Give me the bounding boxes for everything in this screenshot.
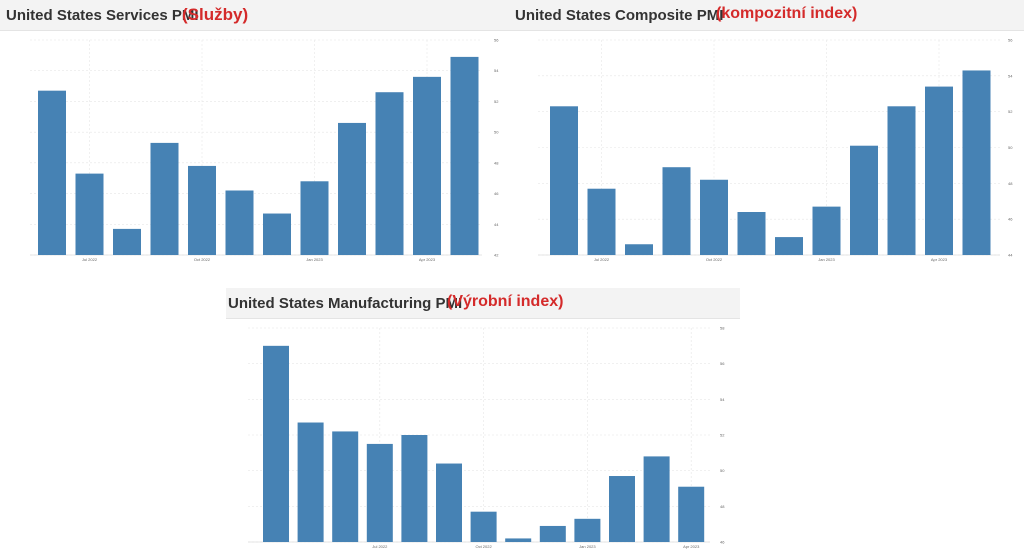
- x-tick-label: Apr 2023: [419, 257, 436, 262]
- bar: [850, 145, 878, 255]
- bar: [332, 431, 359, 542]
- bar: [338, 122, 366, 255]
- y-tick-label: 58: [720, 326, 725, 331]
- y-tick-label: 46: [1008, 217, 1013, 222]
- bar: [413, 76, 441, 255]
- bar: [297, 422, 324, 542]
- services-pmi-annotation: (Služby): [182, 5, 249, 24]
- y-tick-label: 52: [720, 433, 725, 438]
- bar: [263, 345, 289, 542]
- bar: [75, 173, 104, 255]
- y-tick-label: 48: [1008, 181, 1013, 186]
- bar: [188, 165, 216, 255]
- bar: [574, 518, 601, 542]
- bar: [550, 106, 578, 256]
- x-tick-label: Jan 2023: [579, 544, 596, 549]
- x-tick-label: Apr 2023: [931, 257, 948, 262]
- x-tick-label: Oct 2022: [706, 257, 723, 262]
- bar: [450, 56, 479, 256]
- manufacturing-pmi-title: United States Manufacturing PMI: [228, 295, 463, 312]
- y-tick-label: 52: [1008, 109, 1013, 114]
- bar: [505, 538, 532, 542]
- x-tick-label: Jul 2022: [372, 544, 388, 549]
- bar: [700, 179, 728, 255]
- bar: [263, 213, 291, 255]
- bar: [887, 106, 916, 256]
- y-tick-label: 54: [720, 397, 725, 402]
- y-tick-label: 56: [494, 38, 499, 43]
- bar: [609, 476, 635, 542]
- x-tick-label: Jul 2022: [594, 257, 610, 262]
- bar: [625, 244, 653, 255]
- bar: [539, 525, 566, 542]
- bar: [812, 206, 841, 255]
- y-tick-label: 44: [494, 222, 499, 227]
- y-tick-label: 52: [494, 99, 499, 104]
- services-pmi-chart: 42 44 46 48 50 52 54 56 Jul 2022 Oct 2022 Jan 2023…: [30, 38, 499, 262]
- y-tick-label: 46: [494, 191, 499, 196]
- bar: [662, 167, 691, 255]
- bar: [113, 228, 141, 255]
- y-tick-label: 46: [720, 540, 725, 545]
- y-tick-label: 48: [720, 504, 725, 509]
- bar: [775, 237, 803, 255]
- bar: [401, 435, 428, 542]
- bar: [470, 511, 497, 542]
- bar: [150, 142, 179, 255]
- manufacturing-pmi-chart: 46 48 50 52 54 56 58 Jul 2022 Oct 2022 Jan 2023 Ap…: [248, 326, 725, 549]
- composite-pmi-chart: 44 46 48 50 52 54 56 Jul 2022 Oct 2022 Jan 2023 Ap…: [538, 38, 1013, 262]
- y-tick-label: 42: [494, 253, 499, 258]
- services-pmi-panel: United States Services PMI (Služby) 42 44…: [0, 0, 512, 268]
- bar: [436, 463, 462, 542]
- manufacturing-pmi-header: United States Manufacturing PMI (Výrobní…: [226, 288, 740, 319]
- services-pmi-header: United States Services PMI (Služby): [0, 0, 512, 31]
- manufacturing-pmi-annotation: (Výrobní index): [447, 293, 564, 310]
- x-tick-label: Jan 2023: [306, 257, 323, 262]
- bar: [375, 92, 404, 255]
- x-tick-label: Apr 2023: [683, 544, 700, 549]
- services-pmi-title: United States Services PMI: [6, 7, 199, 24]
- bar: [587, 188, 616, 255]
- composite-pmi-annotation: (kompozitní index): [716, 5, 858, 22]
- bar: [962, 70, 991, 255]
- y-tick-label: 54: [494, 68, 499, 73]
- y-tick-label: 44: [1008, 253, 1013, 258]
- composite-pmi-panel: United States Composite PMI (kompozitní …: [512, 0, 1024, 268]
- bar: [366, 443, 393, 542]
- x-tick-label: Jul 2022: [82, 257, 98, 262]
- composite-pmi-header: United States Composite PMI (kompozitní …: [512, 0, 1024, 31]
- x-tick-label: Jan 2023: [818, 257, 835, 262]
- composite-pmi-title: United States Composite PMI: [515, 7, 724, 24]
- manufacturing-pmi-panel: United States Manufacturing PMI (Výrobní…: [226, 288, 740, 560]
- bar: [678, 486, 705, 542]
- y-tick-label: 48: [494, 160, 499, 165]
- y-tick-label: 56: [1008, 38, 1013, 43]
- bar: [643, 456, 670, 542]
- y-tick-label: 56: [720, 361, 725, 366]
- bar: [737, 212, 766, 255]
- y-tick-label: 50: [1008, 145, 1013, 150]
- bar: [225, 190, 254, 255]
- bar: [38, 90, 66, 255]
- bar: [300, 181, 329, 255]
- x-tick-label: Oct 2022: [475, 544, 492, 549]
- y-tick-label: 50: [720, 468, 725, 473]
- x-tick-label: Oct 2022: [194, 257, 211, 262]
- y-tick-label: 54: [1008, 73, 1013, 78]
- y-tick-label: 50: [494, 130, 499, 135]
- bar: [925, 86, 953, 255]
